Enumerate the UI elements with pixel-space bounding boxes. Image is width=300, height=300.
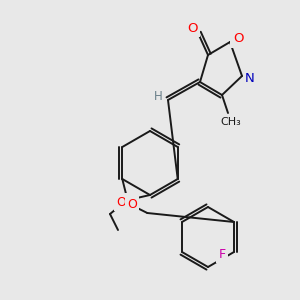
Text: H: H: [154, 91, 162, 103]
Text: N: N: [245, 71, 255, 85]
Text: O: O: [116, 196, 126, 208]
Text: F: F: [218, 248, 226, 260]
Text: O: O: [127, 197, 137, 211]
Text: O: O: [187, 22, 197, 34]
Text: CH₃: CH₃: [220, 117, 242, 127]
Text: O: O: [233, 32, 243, 46]
